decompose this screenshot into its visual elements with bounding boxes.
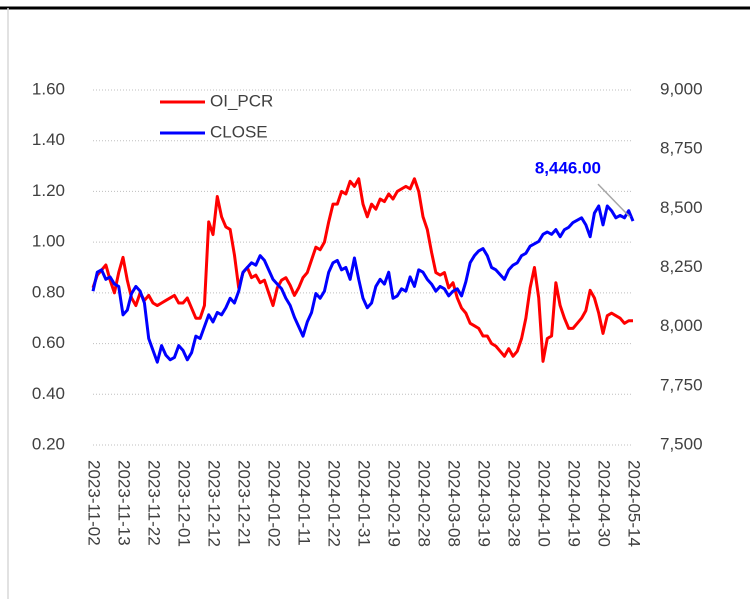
series-line: [91, 177, 633, 363]
x-tick-label: 2024-04-19: [565, 460, 584, 547]
x-tick-label: 2023-11-22: [145, 460, 164, 546]
legend-label: OI_PCR: [210, 91, 273, 110]
data-label: 8,446.00: [535, 159, 601, 178]
x-tick-label: 2023-12-21: [235, 460, 254, 547]
x-tick-label: 2024-04-10: [535, 460, 554, 547]
x-tick-label: 2024-01-22: [325, 460, 344, 547]
x-tick-label: 2024-02-19: [385, 460, 404, 547]
x-tick-label: 2024-02-28: [415, 460, 434, 547]
y2-tick-label: 8,000: [660, 316, 703, 335]
x-tick-label: 2024-01-11: [295, 460, 314, 546]
x-tick-label: 2024-04-30: [595, 460, 614, 547]
y2-tick-label: 8,750: [660, 139, 703, 158]
x-tick-label: 2023-12-01: [175, 460, 194, 547]
y-tick-label: 0.60: [32, 333, 65, 352]
x-tick-label: 2024-01-02: [265, 460, 284, 547]
y2-tick-label: 8,250: [660, 257, 703, 276]
y-tick-label: 1.20: [32, 181, 65, 200]
annotation-leader: [597, 183, 631, 218]
series-line: [91, 204, 635, 364]
y-tick-label: 1.60: [32, 79, 65, 98]
y-tick-label: 1.00: [32, 232, 65, 251]
x-tick-label: 2024-03-19: [475, 460, 494, 547]
x-tick-label: 2023-11-13: [115, 460, 134, 546]
x-tick-label: 2024-03-08: [445, 460, 464, 547]
y2-tick-label: 7,500: [660, 434, 703, 453]
x-tick-label: 2023-11-02: [85, 460, 104, 546]
y-tick-label: 0.40: [32, 384, 65, 403]
y-tick-label: 0.80: [32, 282, 65, 301]
y-tick-label: 1.40: [32, 130, 65, 149]
x-tick-label: 2024-01-31: [355, 460, 374, 547]
legend-label: CLOSE: [210, 122, 268, 141]
y2-tick-label: 8,500: [660, 198, 703, 217]
x-tick-label: 2024-05-14: [625, 460, 644, 547]
y2-tick-label: 9,000: [660, 79, 703, 98]
y2-tick-label: 7,750: [660, 375, 703, 394]
x-tick-label: 2023-12-12: [205, 460, 224, 547]
x-tick-label: 2024-03-28: [505, 460, 524, 547]
y-tick-label: 0.20: [32, 434, 65, 453]
